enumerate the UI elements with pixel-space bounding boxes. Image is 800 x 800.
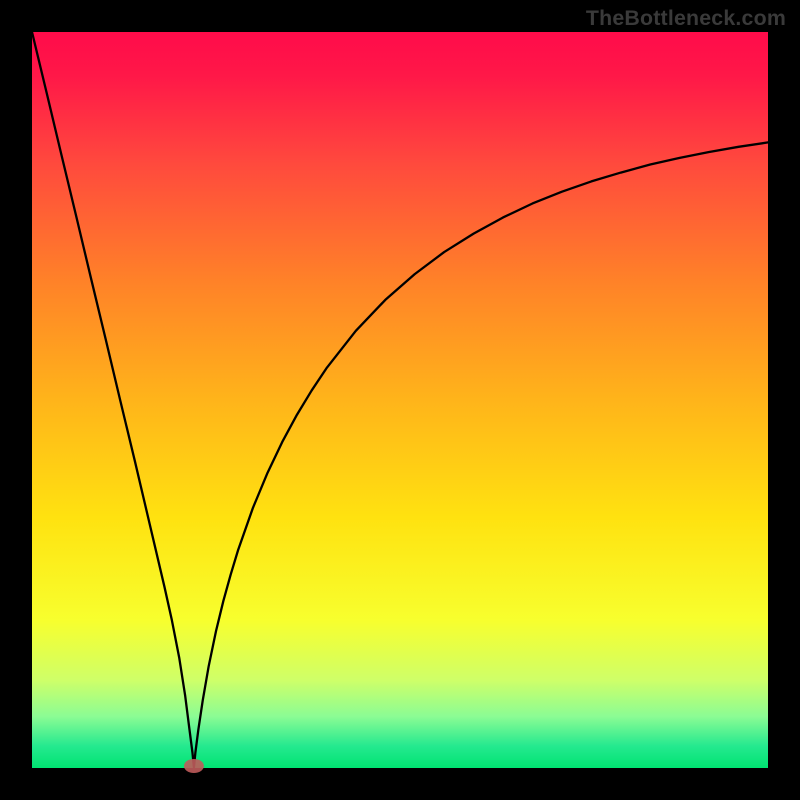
- chart-canvas: TheBottleneck.com: [0, 0, 800, 800]
- watermark-text: TheBottleneck.com: [586, 6, 786, 31]
- minimum-marker: [184, 759, 204, 773]
- plot-area-rect: [32, 32, 768, 768]
- chart-svg: [0, 0, 800, 800]
